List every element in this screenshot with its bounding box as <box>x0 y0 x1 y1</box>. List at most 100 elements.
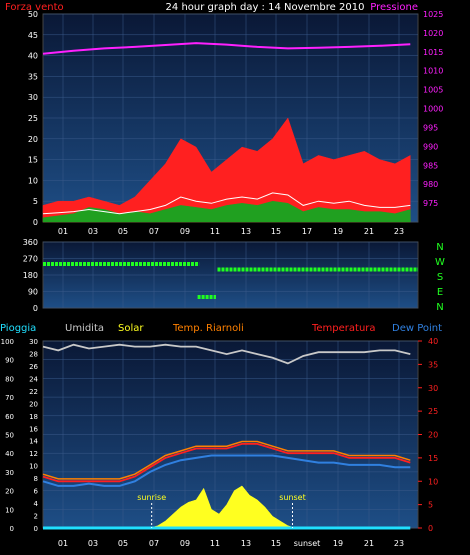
y-alt-tick-label: 2 <box>34 513 38 521</box>
series-solar <box>150 485 296 529</box>
y2-tick-label: 985 <box>423 161 438 170</box>
y2-tick-label: 5 <box>428 501 433 510</box>
y-tick-label: 10 <box>5 506 14 514</box>
y-alt-tick-label: 18 <box>29 413 38 421</box>
y-tick-label: 90 <box>5 357 14 365</box>
y-alt-tick-label: 28 <box>29 350 38 358</box>
x-tick-label: 03 <box>88 539 98 548</box>
compass-label: W <box>435 257 445 268</box>
y-tick-label: 180 <box>23 271 38 280</box>
legend-dew-point: Dew Point <box>392 323 442 334</box>
y2-tick-label: 1000 <box>423 105 443 114</box>
y-alt-tick-label: 24 <box>29 375 38 383</box>
x-tick-label: 21 <box>364 227 374 236</box>
legend-temp-riarnoli: Temp. Riarnoli <box>172 323 244 334</box>
compass-label: N <box>436 302 443 313</box>
x-tick-label: 13 <box>241 227 251 236</box>
y2-tick-label: 990 <box>423 142 438 151</box>
y2-tick-label: 1015 <box>423 48 443 57</box>
y-tick-label: 45 <box>28 31 38 40</box>
y2-tick-label: 975 <box>423 199 438 208</box>
y-tick-label: 60 <box>5 413 14 421</box>
y-tick-label: 20 <box>5 488 14 496</box>
y2-tick-label: 35 <box>428 360 438 369</box>
y2-tick-label: 10 <box>428 477 438 486</box>
y-tick-label: 0 <box>33 304 38 313</box>
annotation-sunset: sunset <box>279 493 306 502</box>
y2-tick-label: 0 <box>428 524 433 533</box>
series-avg <box>42 192 411 215</box>
x-tick-label: 05 <box>118 539 128 548</box>
y-alt-tick-label: 8 <box>34 475 38 483</box>
y-tick-label: 360 <box>23 238 38 247</box>
legend-pioggia: Pioggia <box>0 323 36 334</box>
y-tick-label: 25 <box>28 114 38 123</box>
x-tick-label: 11 <box>210 539 220 548</box>
y-tick-label: 35 <box>28 72 38 81</box>
y-alt-tick-label: 10 <box>29 463 38 471</box>
y-alt-tick-label: 6 <box>34 488 39 496</box>
y-alt-tick-label: 26 <box>29 363 38 371</box>
y-tick-label: 90 <box>28 288 38 297</box>
compass-label: N <box>436 242 443 253</box>
x-tick-label: 19 <box>333 227 343 236</box>
y-tick-label: 30 <box>28 93 38 102</box>
y-alt-tick-label: 20 <box>29 400 38 408</box>
y-alt-tick-label: 16 <box>29 425 38 433</box>
x-tick-label: 07 <box>149 227 159 236</box>
x-tick-label: 15 <box>271 227 281 236</box>
x-tick-label: 01 <box>58 227 68 236</box>
y-tick-label: 30 <box>5 469 14 477</box>
y2-tick-label: 20 <box>428 431 438 440</box>
y-tick-label: 70 <box>5 394 14 402</box>
y-tick-label: 50 <box>28 10 38 19</box>
y-tick-label: 40 <box>5 450 14 458</box>
y-tick-label: 40 <box>28 52 38 61</box>
x-tick-label: 15 <box>271 539 281 548</box>
y-alt-tick-label: 14 <box>29 438 38 446</box>
y-tick-label: 15 <box>28 156 38 165</box>
x-tick-label: 05 <box>118 227 128 236</box>
y-alt-tick-label: 22 <box>29 388 38 396</box>
y-alt-tick-label: 4 <box>34 500 39 508</box>
series-temp-riarnoli <box>42 440 411 480</box>
x-tick-label: 11 <box>210 227 220 236</box>
compass-label: E <box>437 287 443 298</box>
y2-tick-label: 15 <box>428 454 438 463</box>
legend-temperatura: Temperatura <box>311 323 376 334</box>
x-tick-label: 09 <box>180 227 190 236</box>
y2-tick-label: 25 <box>428 407 438 416</box>
y2-tick-label: 1025 <box>423 10 443 19</box>
legend-umidita: Umidita <box>65 323 104 334</box>
y2-tick-label: 995 <box>423 123 438 132</box>
series-dew-point <box>42 454 411 487</box>
y-tick-label: 100 <box>1 338 14 346</box>
series-low <box>42 200 411 223</box>
y-tick-label: 0 <box>33 218 38 227</box>
series-umidita <box>42 343 411 365</box>
y-tick-label: 20 <box>28 135 38 144</box>
x-tick-label: 13 <box>241 539 251 548</box>
x-tick-label: 09 <box>180 539 190 548</box>
y-tick-label: 10 <box>28 176 38 185</box>
x-tick-label: sunset <box>294 539 321 548</box>
legend-solar: Solar <box>118 323 144 334</box>
y-tick-label: 80 <box>5 375 14 383</box>
x-tick-label: 17 <box>302 227 312 236</box>
y-tick-label: 5 <box>33 197 38 206</box>
series-pressione <box>42 42 411 55</box>
x-tick-label: 23 <box>394 539 404 548</box>
x-tick-label: 19 <box>333 539 343 548</box>
y-alt-tick-label: 0 <box>34 525 38 533</box>
y-tick-label: 270 <box>23 255 38 264</box>
y2-tick-label: 1010 <box>423 67 443 76</box>
y2-tick-label: 30 <box>428 384 438 393</box>
x-tick-label: 07 <box>149 539 159 548</box>
x-tick-label: 23 <box>394 227 404 236</box>
y-tick-label: 0 <box>10 525 14 533</box>
panel1-title: 24 hour graph day : 14 Novembre 2010 <box>166 2 365 13</box>
series-temperatura <box>42 443 411 483</box>
x-tick-label: 21 <box>364 539 374 548</box>
panel1-left-label: Forza vento <box>5 2 64 13</box>
